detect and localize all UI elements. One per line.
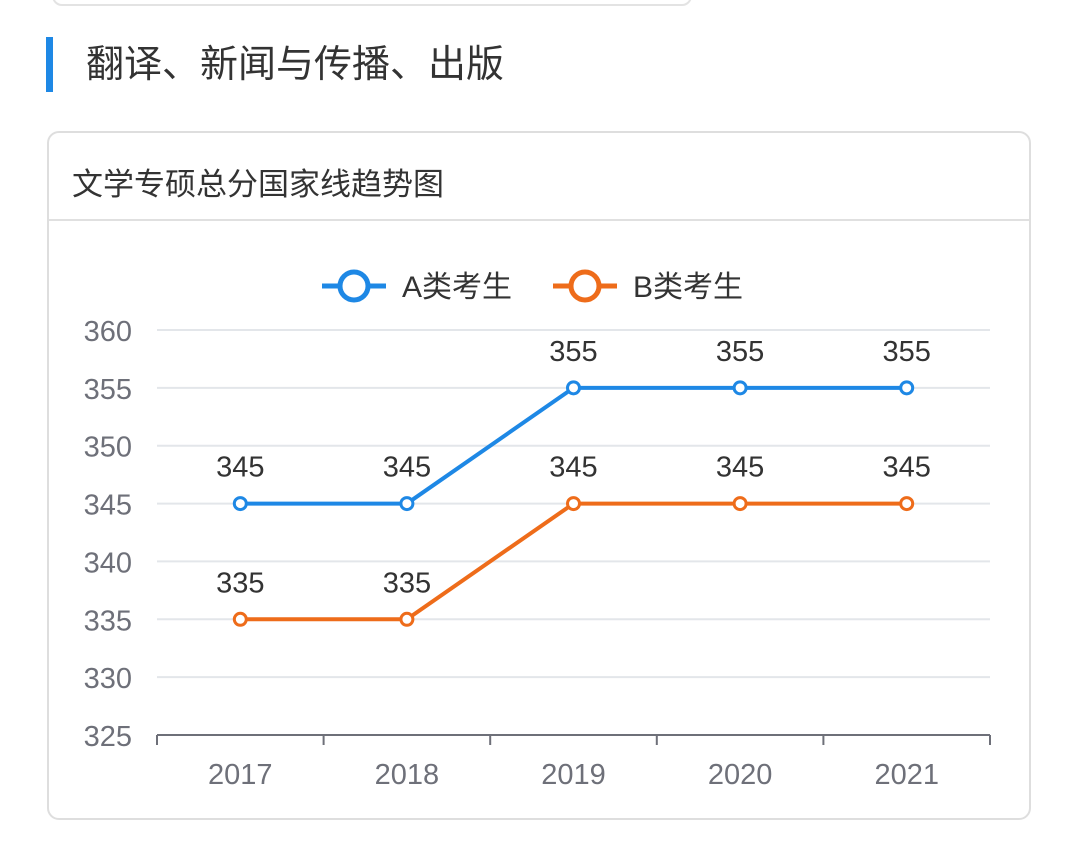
data-point (732, 380, 748, 396)
section-accent-bar (46, 37, 53, 92)
data-point (566, 496, 581, 512)
data-label: 355 (549, 336, 597, 368)
chart-card: 文学专硕总分国家线趋势图 (47, 131, 1031, 820)
data-label: 355 (883, 336, 931, 368)
data-label: 345 (716, 452, 764, 484)
y-tick-label: 360 (84, 316, 132, 348)
data-label: 345 (883, 452, 931, 484)
x-tick-label: 2021 (874, 759, 939, 791)
y-tick-label: 325 (84, 721, 132, 753)
data-label: 355 (716, 336, 764, 368)
legend-label: B类考生 (633, 271, 743, 304)
data-label: 345 (549, 452, 597, 484)
x-tick-label: 2020 (708, 759, 773, 791)
x-tick-label: 2018 (375, 759, 440, 791)
data-label: 345 (216, 452, 264, 484)
legend-marker-icon (568, 269, 602, 303)
data-point (399, 496, 415, 512)
y-tick-label: 335 (84, 605, 132, 637)
data-label: 345 (383, 452, 431, 484)
y-tick-label: 340 (84, 547, 132, 579)
data-point (566, 380, 581, 396)
legend-marker-icon (337, 269, 371, 303)
data-label: 335 (216, 567, 264, 599)
data-point (732, 496, 748, 512)
y-tick-label: 345 (84, 490, 132, 522)
x-tick-label: 2019 (541, 759, 606, 791)
y-tick-label: 350 (84, 432, 132, 464)
section-title: 翻译、新闻与传播、出版 (86, 44, 505, 86)
y-tick-label: 355 (84, 374, 132, 406)
data-point (399, 611, 415, 627)
y-tick-label: 330 (84, 663, 132, 695)
legend-label: A类考生 (402, 271, 512, 304)
data-point (232, 611, 248, 627)
card-title: 文学专硕总分国家线趋势图 (72, 167, 444, 202)
data-point (232, 496, 248, 512)
x-tick-label: 2017 (208, 759, 273, 791)
data-label: 335 (383, 567, 431, 599)
data-point (899, 380, 915, 396)
card-header (49, 133, 1029, 221)
data-point (899, 496, 915, 512)
